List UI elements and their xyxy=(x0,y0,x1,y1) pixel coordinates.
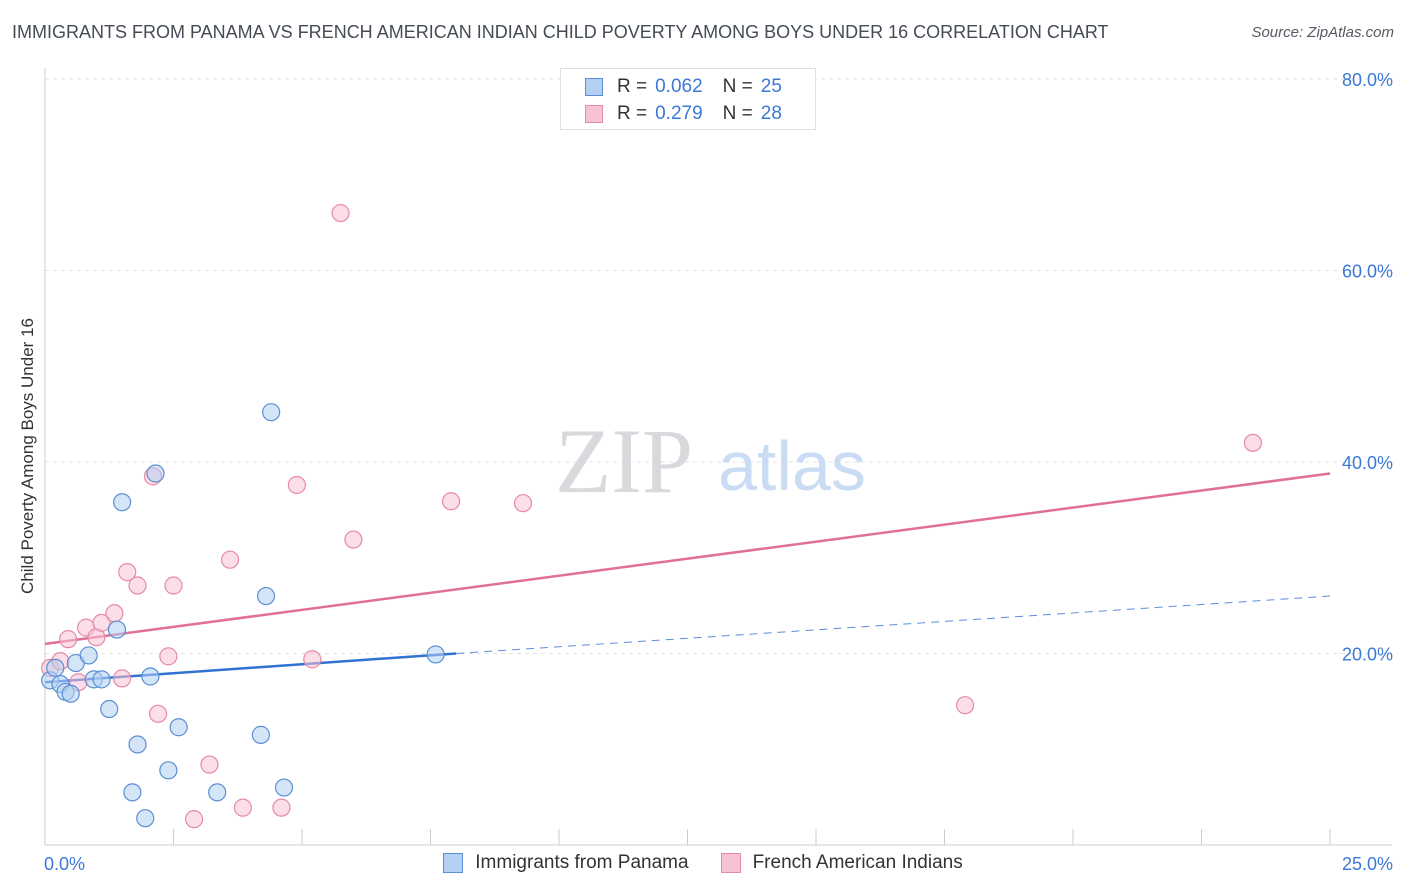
source-label: Source: ZipAtlas.com xyxy=(1251,24,1394,41)
data-point-panama xyxy=(159,761,178,780)
data-point-french xyxy=(272,798,291,817)
data-point-french xyxy=(92,613,111,632)
data-point-french xyxy=(59,630,78,649)
data-point-french xyxy=(955,696,975,715)
data-point-panama xyxy=(128,735,147,754)
legend-swatch-blue xyxy=(443,853,464,873)
data-point-french xyxy=(220,550,240,569)
data-point-french xyxy=(513,494,533,513)
legend-swatch-pink xyxy=(585,105,603,123)
data-point-panama xyxy=(251,725,270,744)
data-point-french xyxy=(344,530,363,549)
data-point-french xyxy=(148,704,168,723)
legend-item-panama[interactable]: Immigrants from Panama xyxy=(443,852,689,874)
legend-label-french: French American Indians xyxy=(752,852,963,873)
legend-r-value: 0.062 xyxy=(655,76,703,97)
legend-label-panama: Immigrants from Panama xyxy=(475,852,689,873)
tick-labels: 20.0% 40.0% 60.0% 80.0% 0.0% 25.0% xyxy=(44,70,1393,874)
data-point-french xyxy=(233,798,252,817)
data-point-panama xyxy=(426,645,445,664)
x-tick-label: 0.0% xyxy=(44,854,85,874)
legend-row-panama: R = 0.062 N = 25 xyxy=(585,75,782,99)
data-point-panama xyxy=(169,718,188,737)
correlation-legend: R = 0.062 N = 25 R = 0.279 N = 28 xyxy=(560,68,816,130)
data-point-panama xyxy=(262,403,281,422)
data-point-french xyxy=(287,475,306,495)
legend-row-french: R = 0.279 N = 28 xyxy=(585,102,782,126)
gridlines xyxy=(45,78,1392,654)
y-tick-label: 80.0% xyxy=(1342,70,1393,90)
trend-line-panama-extension xyxy=(456,595,1331,654)
data-point-french xyxy=(112,669,132,688)
data-point-french xyxy=(118,563,137,582)
data-point-panama xyxy=(92,670,111,689)
data-point-panama xyxy=(274,778,294,797)
legend-n-value: 25 xyxy=(760,76,782,97)
data-point-french xyxy=(303,650,322,669)
data-point-panama xyxy=(79,646,98,665)
legend-r-label: R = xyxy=(617,76,648,97)
data-point-panama xyxy=(46,658,65,677)
data-point-panama xyxy=(107,620,127,639)
legend-r-value: 0.279 xyxy=(655,103,703,124)
legend-n-value: 28 xyxy=(760,103,782,124)
series-legend: Immigrants from Panama French American I… xyxy=(0,852,1406,874)
data-points xyxy=(41,203,1263,829)
watermark-atlas: atlas xyxy=(718,427,866,505)
trend-line-french xyxy=(44,472,1331,646)
data-point-panama xyxy=(61,684,80,703)
data-point-french xyxy=(200,755,219,774)
data-point-panama xyxy=(141,667,160,686)
legend-swatch-blue xyxy=(585,78,603,96)
data-point-french xyxy=(331,203,350,223)
data-point-panama xyxy=(136,809,155,828)
x-tick-label: 25.0% xyxy=(1342,854,1393,874)
legend-n-label: N = xyxy=(722,76,753,97)
y-tick-label: 20.0% xyxy=(1342,645,1393,665)
data-point-panama xyxy=(100,699,119,719)
data-point-french xyxy=(1243,433,1263,452)
data-point-panama xyxy=(112,493,132,512)
legend-swatch-pink xyxy=(720,853,741,873)
legend-r-label: R = xyxy=(617,103,648,124)
data-point-french xyxy=(105,604,124,623)
data-point-french xyxy=(441,492,461,511)
data-point-panama xyxy=(146,464,165,483)
data-point-panama xyxy=(256,586,276,606)
axes xyxy=(44,68,1392,846)
data-point-panama xyxy=(123,783,142,802)
data-point-panama xyxy=(208,783,227,802)
y-tick-label: 40.0% xyxy=(1342,453,1393,473)
data-point-french xyxy=(184,810,204,829)
legend-item-french[interactable]: French American Indians xyxy=(720,852,963,874)
y-tick-label: 60.0% xyxy=(1342,262,1393,282)
legend-n-label: N = xyxy=(722,103,753,124)
data-point-french xyxy=(128,576,147,595)
data-point-french xyxy=(164,576,183,595)
watermark-zip: ZIP xyxy=(555,410,693,512)
chart-title: IMMIGRANTS FROM PANAMA VS FRENCH AMERICA… xyxy=(12,22,1109,42)
data-point-french xyxy=(159,647,178,666)
